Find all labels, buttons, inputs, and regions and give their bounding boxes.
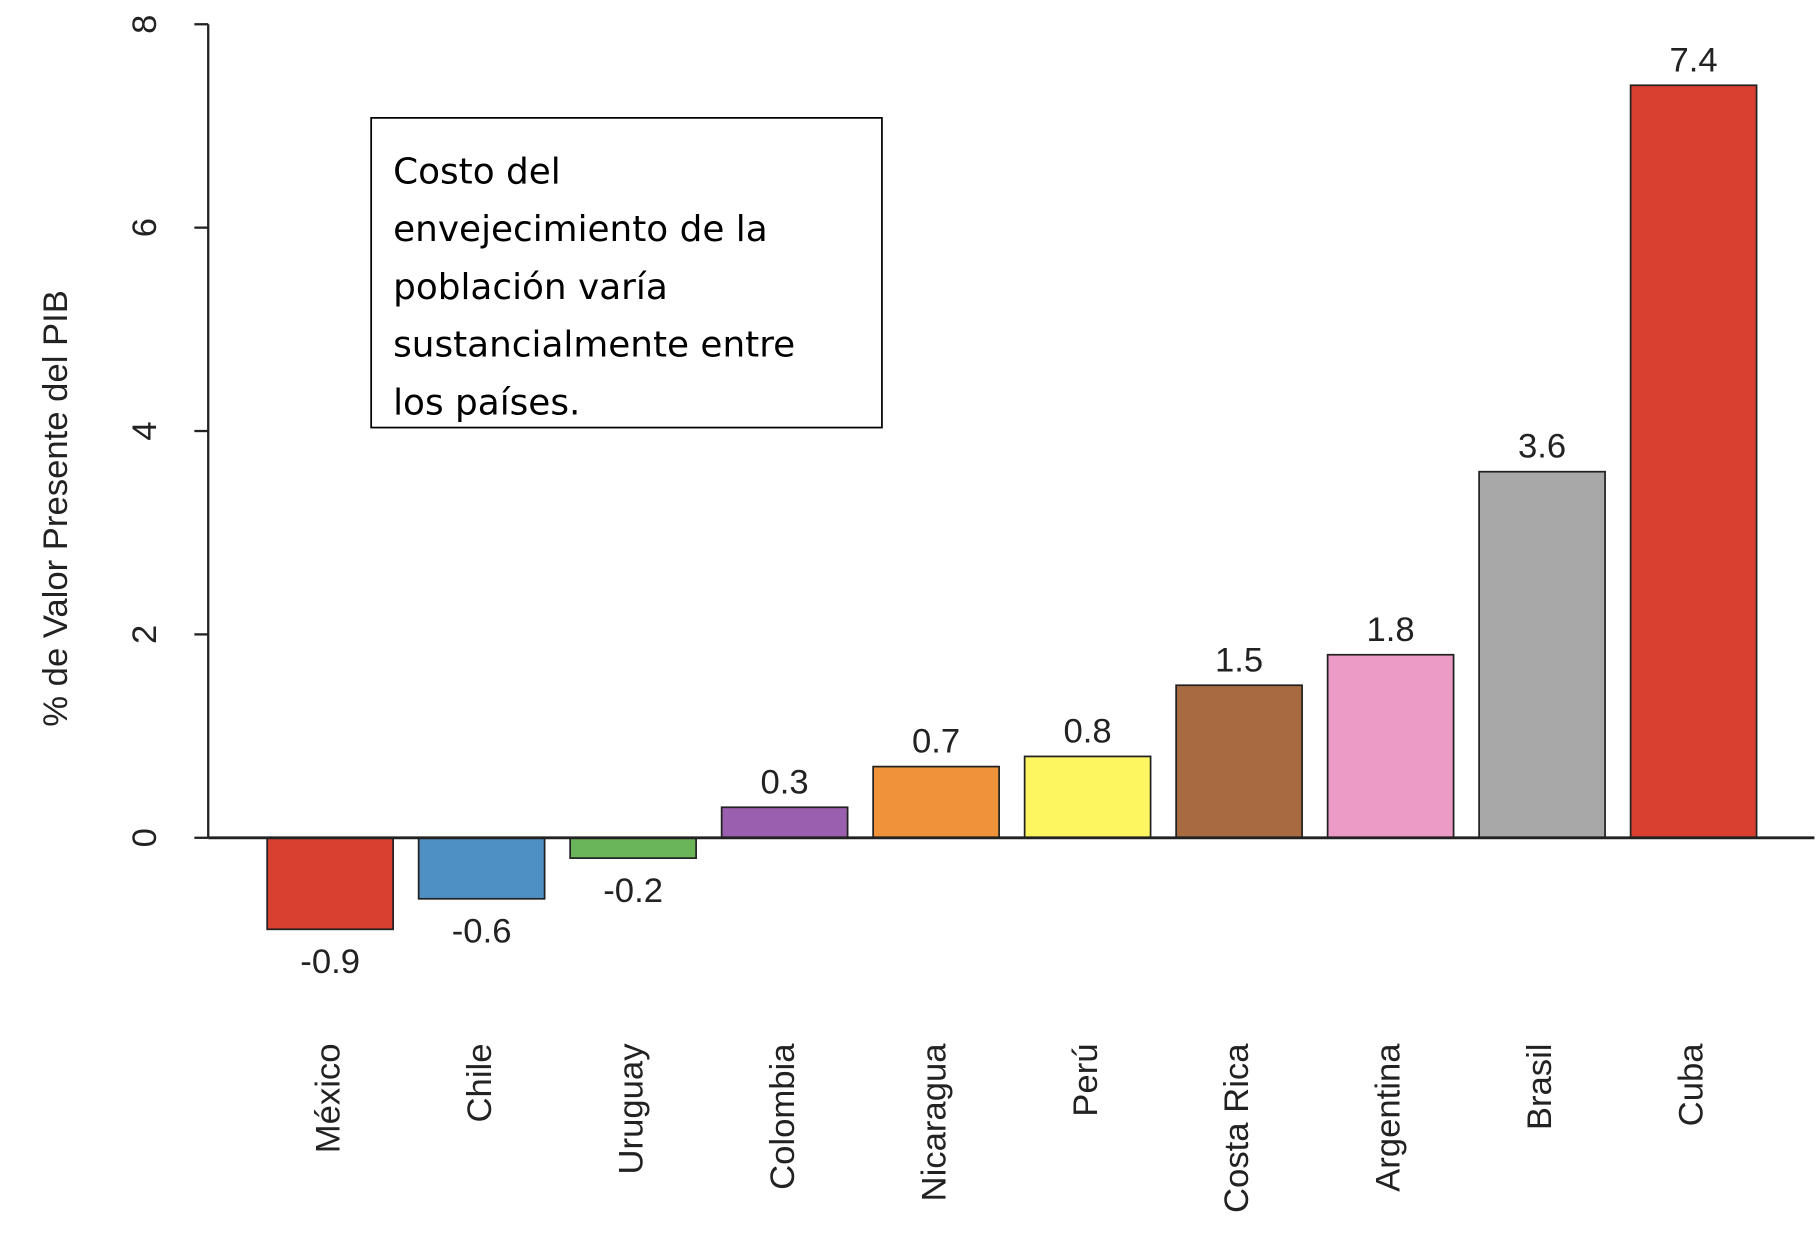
bar — [1326, 653, 1455, 839]
y-axis-label: % de Valor Presente del PIB — [37, 290, 75, 727]
bar — [1629, 84, 1758, 839]
annotation-line: sustancialmente entre — [393, 325, 795, 366]
value-label: 1.5 — [1215, 641, 1263, 679]
bar — [720, 806, 849, 839]
x-tick-label: Costa Rica — [1218, 1043, 1256, 1213]
value-label: 1.8 — [1367, 611, 1415, 649]
bar — [569, 836, 697, 859]
y-tick-label: 6 — [126, 218, 164, 237]
x-tick-label: Argentina — [1370, 1043, 1408, 1192]
y-tick-label: 0 — [126, 828, 164, 847]
value-label: -0.2 — [603, 872, 663, 910]
bar — [1023, 755, 1152, 839]
x-tick-label: Colombia — [764, 1043, 802, 1190]
x-tick-label: Uruguay — [612, 1043, 650, 1175]
value-label: -0.6 — [452, 913, 512, 951]
x-tick-label: México — [309, 1043, 347, 1153]
bar — [417, 836, 546, 900]
bar — [872, 765, 1000, 839]
value-label: 0.7 — [912, 723, 960, 761]
annotation-line: envejecimiento de la — [393, 209, 768, 250]
x-tick-label: Nicaragua — [915, 1043, 953, 1202]
annotation-box — [370, 117, 883, 429]
bar — [1175, 684, 1303, 839]
bar — [1478, 470, 1606, 839]
bar — [266, 836, 394, 931]
x-tick-label: Perú — [1067, 1043, 1105, 1116]
x-tick-label: Brasil — [1521, 1043, 1559, 1130]
y-tick-label: 8 — [126, 15, 164, 34]
y-tick-label: 4 — [126, 421, 164, 440]
value-label: 0.8 — [1064, 712, 1112, 750]
value-label: 3.6 — [1518, 428, 1566, 466]
annotation-line: Costo del — [393, 151, 561, 192]
annotation-line: los países. — [393, 382, 580, 423]
y-tick-label: 2 — [126, 625, 164, 644]
value-label: 0.3 — [761, 763, 809, 801]
x-tick-label: Cuba — [1673, 1043, 1711, 1127]
value-label: -0.9 — [300, 943, 360, 981]
annotation-line: población varía — [393, 267, 668, 308]
x-tick-label: Chile — [461, 1043, 499, 1122]
value-label: 7.4 — [1669, 41, 1717, 79]
